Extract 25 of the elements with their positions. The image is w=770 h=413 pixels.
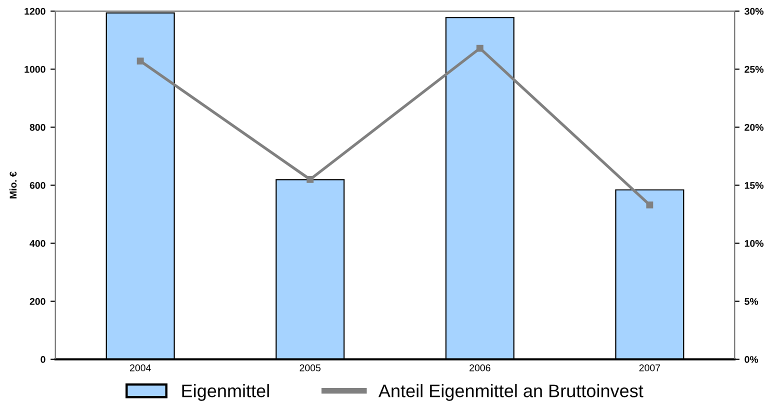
y-tick-label: 1200 [24, 8, 46, 15]
legend-label: Anteil Eigenmittel an Bruttoinvest [378, 384, 644, 401]
legend-label: Eigenmittel [182, 384, 269, 401]
y2-tick-label: 0% [744, 356, 758, 363]
y-axis-title: Mio. € [9, 172, 17, 198]
y2-tick-label: 20% [744, 124, 764, 131]
y-tick-label: 400 [30, 240, 46, 247]
point [646, 201, 654, 208]
point [476, 44, 484, 52]
point [136, 58, 144, 65]
y2-tick-label: 10% [744, 240, 764, 247]
y-tick-label: 0 [40, 356, 46, 363]
y-tick-label: 200 [30, 298, 46, 305]
y2-tick-label: 30% [744, 8, 764, 15]
y2-tick-label: 15% [744, 182, 764, 189]
y2-tick-label: 25% [744, 66, 764, 73]
y-tick-label: 600 [30, 182, 46, 189]
x-tick-label: 2005 [300, 364, 321, 372]
y-tick-label: 800 [30, 124, 46, 131]
y2-tick-label: 5% [744, 298, 758, 305]
y-tick-label: 1000 [24, 66, 46, 73]
x-tick-label: 2004 [130, 364, 151, 372]
point [306, 176, 314, 183]
x-tick-label: 2007 [639, 364, 660, 372]
x-tick-label: 2006 [470, 364, 490, 372]
